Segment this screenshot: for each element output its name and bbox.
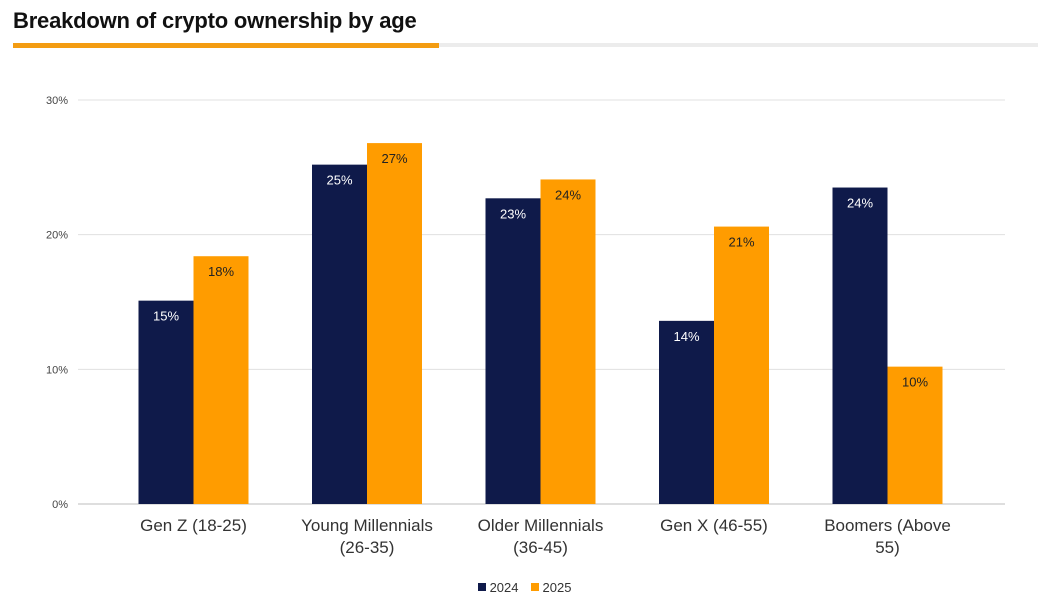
legend-item-2024: 2024 [477,579,519,595]
data-label-2025: 27% [381,151,407,166]
chart-header: Breakdown of crypto ownership by age [0,0,1049,48]
bar-2024 [485,198,541,504]
bar-2024 [659,320,714,504]
legend-label-2025: 2025 [542,579,572,595]
bar-2025 [887,366,943,504]
data-label-2025: 24% [555,187,581,202]
y-tick-label: 30% [46,95,68,107]
x-tick-label: Gen Z (18-25) [140,516,247,535]
data-label-2024: 24% [847,196,873,211]
data-label-2024: 23% [500,206,526,221]
y-tick-label: 10% [46,364,68,376]
chart-legend: 2024 2025 [0,578,1049,596]
legend-swatch-2025 [530,583,539,591]
legend-item-2025: 2025 [530,579,572,595]
data-label-2024: 15% [153,309,179,324]
bar-2024 [138,300,194,504]
x-tick-label: Gen X (46-55) [660,516,768,535]
data-label-2024: 14% [673,329,699,344]
chart-title: Breakdown of crypto ownership by age [13,8,417,33]
bar-2025 [714,226,769,504]
y-tick-label: 20% [46,230,68,242]
x-tick-label: (36-45) [513,538,568,557]
bar-2025 [367,143,422,505]
bar-2024 [832,187,888,505]
x-tick-label: Young Millennials [301,516,433,535]
x-tick-label: (26-35) [340,538,395,557]
bar-2025 [540,179,596,504]
x-tick-label: Older Millennials [478,516,604,535]
title-underline-accent [13,43,439,48]
bar-2024 [312,164,367,504]
legend-swatch-2024 [477,583,486,591]
legend-label-2024: 2024 [489,579,519,595]
data-label-2025: 18% [208,264,234,279]
y-tick-label: 0% [52,499,68,511]
data-label-2025: 21% [728,235,754,250]
title-underline [13,43,1038,47]
data-label-2025: 10% [902,375,928,390]
data-label-2024: 25% [326,173,352,188]
x-tick-label: 55) [875,538,900,557]
bar-2025 [193,256,249,504]
x-tick-label: Boomers (Above [824,516,951,535]
